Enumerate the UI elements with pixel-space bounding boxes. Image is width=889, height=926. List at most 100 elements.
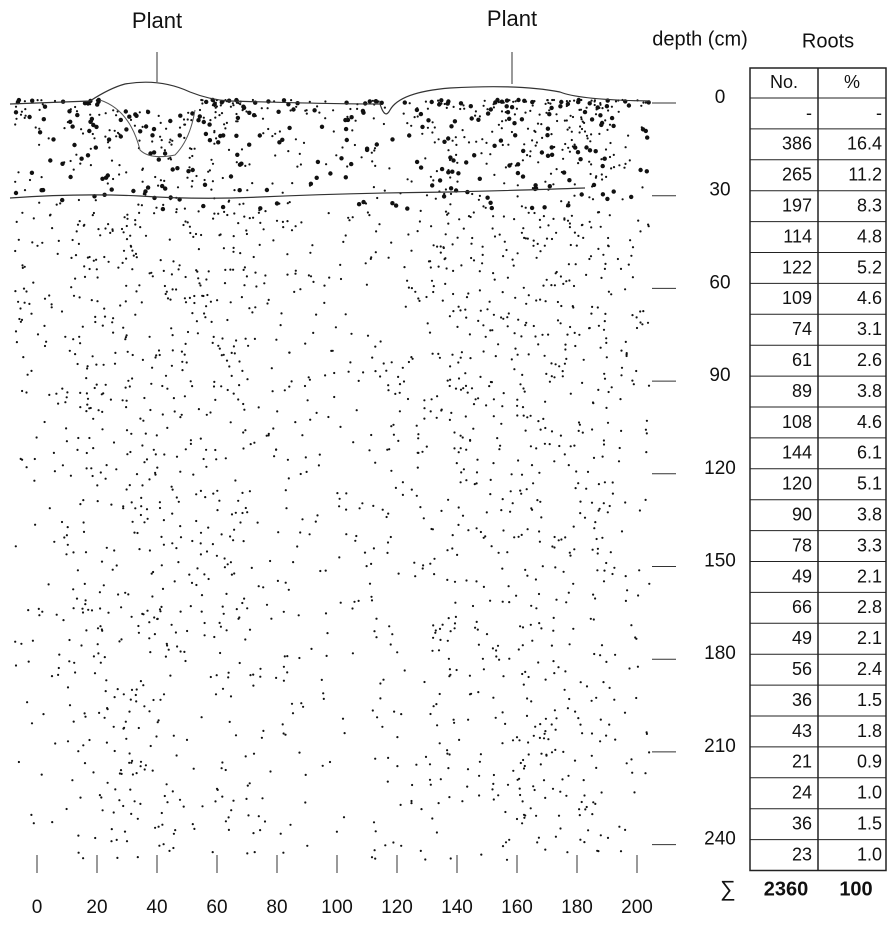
root-dot [207, 577, 210, 581]
root-dot [14, 105, 18, 108]
root-dot [194, 232, 198, 236]
root-dot [467, 292, 470, 295]
root-dot [583, 516, 587, 519]
root-dot [191, 179, 194, 183]
root-dot [50, 675, 54, 678]
root-dot [458, 738, 461, 742]
root-dot [51, 227, 54, 230]
root-dot [574, 487, 577, 490]
root-dot [531, 639, 534, 642]
root-dot [306, 844, 309, 847]
root-dot [608, 504, 611, 508]
root-dot [578, 108, 581, 111]
root-dot [404, 305, 407, 308]
root-dot [461, 436, 464, 439]
root-dot [244, 429, 247, 432]
root-dot [189, 380, 192, 383]
root-dot [426, 118, 431, 123]
root-dot [440, 509, 443, 512]
root-dot [184, 220, 187, 223]
root-dot [396, 765, 399, 768]
root-dot [465, 316, 468, 319]
root-dot [239, 252, 242, 255]
root-dot [40, 176, 43, 179]
root-dot [156, 157, 161, 162]
root-dot [175, 496, 178, 499]
root-dot [565, 101, 571, 107]
root-dot [191, 539, 194, 543]
root-dot [309, 418, 312, 421]
root-dot [469, 215, 472, 219]
root-dot [186, 629, 189, 633]
root-dot [574, 710, 577, 713]
root-dot [556, 119, 559, 123]
root-dot [368, 582, 372, 585]
root-dot [477, 198, 480, 201]
root-dot [68, 349, 71, 352]
root-dot [628, 667, 631, 670]
root-dot [91, 355, 94, 358]
root-dot [325, 654, 328, 658]
root-dot [416, 451, 419, 454]
root-dot [165, 783, 168, 786]
root-dot [288, 201, 291, 204]
root-dot [390, 425, 393, 428]
root-dot [249, 674, 252, 677]
root-dot [451, 139, 454, 142]
root-dot [33, 479, 36, 482]
root-dot [555, 270, 558, 274]
root-dot [346, 165, 349, 168]
root-dot [86, 397, 90, 400]
root-dot [492, 215, 495, 218]
root-dot [214, 111, 217, 114]
root-dot [608, 214, 611, 217]
root-dot [454, 136, 457, 139]
root-dot [106, 141, 110, 144]
root-dot [160, 146, 163, 149]
root-dot [458, 218, 461, 221]
root-dot [197, 210, 200, 213]
root-dot [271, 182, 274, 185]
root-dot [518, 787, 521, 790]
root-dot [554, 363, 557, 366]
root-dot [566, 128, 569, 131]
root-dot [390, 137, 395, 142]
root-dot [218, 234, 221, 237]
root-dot [497, 343, 500, 346]
root-dot [451, 353, 454, 356]
root-dot [540, 752, 543, 755]
root-dot [391, 633, 394, 636]
root-dot [419, 849, 422, 853]
root-dot [257, 211, 260, 214]
root-dot [416, 107, 419, 110]
root-dot [564, 536, 567, 539]
root-dot [227, 671, 230, 674]
root-dot [464, 308, 467, 311]
root-dot [398, 410, 401, 413]
root-dot [601, 178, 604, 181]
root-dot [160, 564, 163, 567]
root-dot [286, 655, 289, 658]
root-dot [475, 140, 478, 143]
root-dot [263, 282, 266, 285]
root-dot [459, 356, 462, 359]
root-dot [349, 107, 352, 111]
root-dot [543, 732, 546, 735]
root-dot [535, 607, 538, 610]
root-dot [545, 237, 549, 240]
root-dot [266, 99, 271, 104]
root-dot [202, 182, 208, 187]
root-dot [85, 467, 88, 470]
root-dot [108, 146, 111, 149]
root-dot [162, 203, 165, 206]
root-dot [376, 716, 379, 719]
root-dot [23, 100, 26, 103]
root-dot [286, 273, 289, 276]
root-dot [374, 345, 377, 348]
root-dot [477, 397, 480, 400]
root-dot [513, 113, 517, 116]
root-dot [102, 584, 105, 587]
root-dot [178, 113, 183, 118]
root-dot [148, 478, 151, 481]
root-dot [608, 723, 611, 726]
